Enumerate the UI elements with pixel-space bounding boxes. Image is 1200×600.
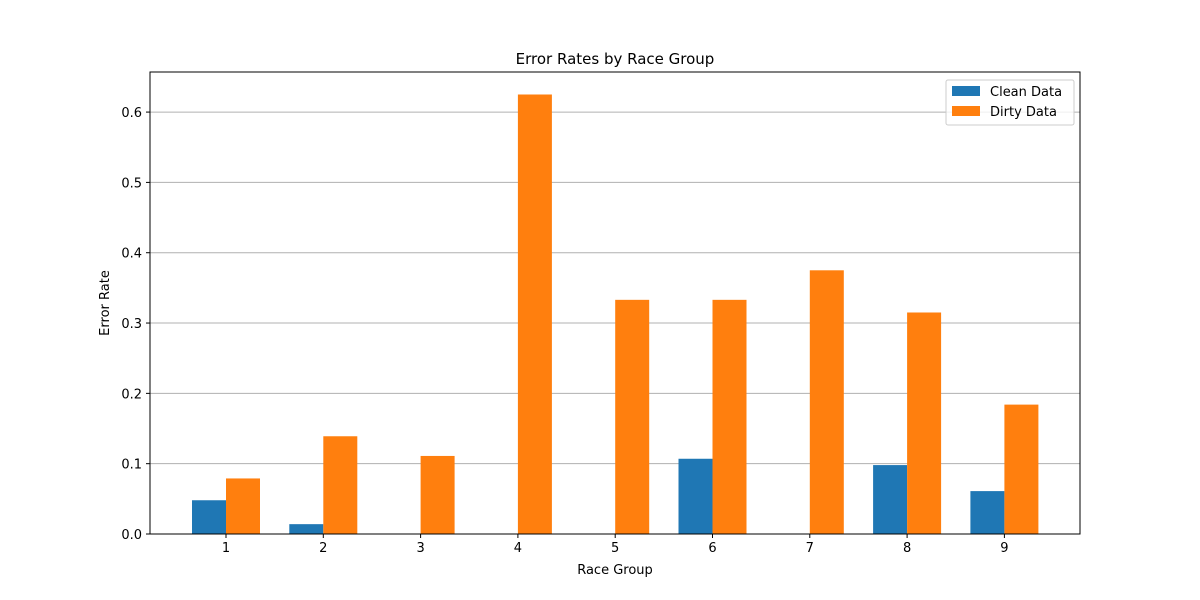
- y-axis-label: Error Rate: [98, 270, 113, 336]
- bar-clean-data: [678, 458, 713, 534]
- bar-dirty-data: [615, 299, 650, 534]
- bar-dirty-data: [517, 94, 552, 534]
- bar-dirty-data: [420, 455, 455, 534]
- x-tick-label: 3: [416, 541, 424, 556]
- bar-dirty-data: [1004, 404, 1039, 534]
- x-tick-label: 8: [903, 541, 911, 556]
- x-tick-label: 4: [514, 541, 522, 556]
- y-tick-label: 0.0: [121, 528, 142, 543]
- bar-clean-data: [970, 491, 1005, 534]
- bar-dirty-data: [226, 478, 260, 534]
- legend: Clean Data Dirty Data: [945, 79, 1075, 126]
- bar-dirty-data: [712, 299, 747, 534]
- bar-dirty-data: [907, 312, 942, 534]
- x-tick-label: 7: [806, 541, 814, 556]
- x-tick-label: 2: [319, 541, 327, 556]
- x-tick-label: 1: [222, 541, 230, 556]
- bar-clean-data: [192, 500, 226, 534]
- bar-dirty-data: [323, 436, 358, 534]
- x-tick-label: 5: [611, 541, 619, 556]
- x-tick-label: 6: [708, 541, 716, 556]
- legend-swatch-clean-data: [952, 86, 980, 96]
- bar-clean-data: [289, 524, 324, 534]
- x-axis-label: Race Group: [577, 563, 653, 578]
- legend-swatch-dirty-data: [952, 106, 980, 116]
- y-tick-label: 0.3: [121, 317, 142, 332]
- y-tick-label: 0.2: [121, 387, 142, 402]
- y-axis: 0.0 0.1 0.2 0.3 0.4 0.5 0.6: [121, 106, 150, 543]
- bars: [192, 94, 1039, 534]
- bar-clean-data: [873, 465, 908, 534]
- x-tick-label: 9: [1000, 541, 1008, 556]
- legend-label-dirty-data: Dirty Data: [990, 105, 1057, 120]
- y-tick-label: 0.4: [121, 247, 142, 262]
- bar-dirty-data: [809, 270, 844, 534]
- x-axis: 1 2 3 4 5 6 7 8 9: [222, 534, 1009, 556]
- y-tick-label: 0.6: [121, 106, 142, 121]
- chart-title: Error Rates by Race Group: [516, 50, 715, 68]
- y-tick-label: 0.5: [121, 176, 142, 191]
- y-tick-label: 0.1: [121, 458, 142, 473]
- legend-label-clean-data: Clean Data: [990, 85, 1062, 100]
